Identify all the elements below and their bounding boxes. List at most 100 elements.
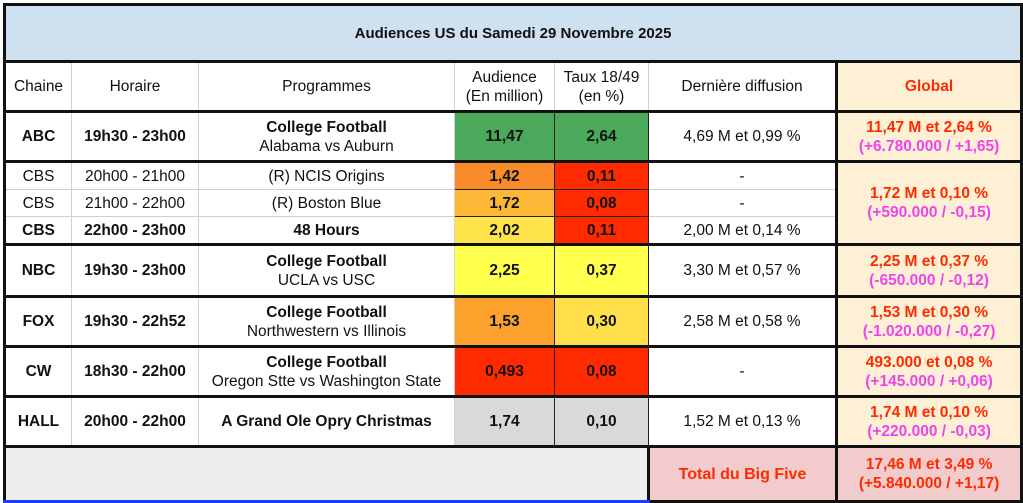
program-subtitle: UCLA vs USC [277, 271, 376, 289]
table-row: CBS 21h00 - 22h00 (R) Boston Blue 1,72 0… [3, 189, 1022, 217]
program-cell: College Football Northwestern vs Illinois [198, 296, 455, 348]
time-cell: 19h30 - 22h52 [71, 296, 199, 348]
global-cell: 2,25 M et 0,37 % (-650.000 / -0,12) [834, 244, 1023, 298]
audience-cell: 2,25 [454, 244, 555, 298]
header-taux: Taux 18/49 (en %) [554, 61, 649, 113]
audience-cell: 0,493 [454, 346, 555, 398]
program-title: College Football [266, 353, 387, 371]
table-row: CW 18h30 - 22h00 College Football Oregon … [3, 346, 1023, 398]
time-cell: 20h00 - 22h00 [71, 396, 199, 448]
program-cell: (R) Boston Blue [198, 189, 455, 217]
last-airing-cell: - [648, 346, 837, 398]
channel-cell: ABC [3, 111, 72, 163]
program-title: College Football [266, 252, 387, 270]
audience-cell: 1,53 [454, 296, 555, 348]
program-cell: A Grand Ole Opry Christmas [198, 396, 455, 448]
global-diff: (+145.000 / +0,06) [865, 372, 993, 390]
audience-cell: 1,42 [454, 161, 555, 190]
global-cell: 1,72 M et 0,10 % (+590.000 / -0,15) [834, 161, 1023, 246]
rating-cell: 0,30 [554, 296, 649, 348]
table-row: CBS 20h00 - 21h00 (R) NCIS Origins 1,42 … [3, 161, 1023, 246]
table-row: HALL 20h00 - 22h00 A Grand Ole Opry Chri… [3, 396, 1023, 448]
time-cell: 20h00 - 21h00 [71, 161, 199, 190]
program-title: 48 Hours [293, 221, 360, 239]
channel-cell: FOX [3, 296, 72, 348]
program-subtitle: Northwestern vs Illinois [246, 322, 407, 340]
header-horaire: Horaire [71, 61, 199, 113]
rating-cell: 0,10 [554, 396, 649, 448]
rating-cell: 2,64 [554, 111, 649, 163]
program-subtitle: Oregon Stte vs Washington State [211, 372, 442, 390]
audience-cell: 1,72 [454, 189, 555, 217]
program-title: College Football [266, 303, 387, 321]
global-cell: 1,53 M et 0,30 % (-1.020.000 / -0,27) [834, 296, 1023, 348]
time-cell: 19h30 - 23h00 [71, 111, 199, 163]
global-value: 493.000 et 0,08 % [865, 353, 993, 371]
total-value: 17,46 M et 3,49 % (+5.840.000 / +1,17) [834, 445, 1023, 503]
audience-cell: 2,02 [454, 216, 555, 246]
global-diff: (-650.000 / -0,12) [869, 271, 989, 289]
header-taux-l1: Taux 18/49 [563, 68, 640, 86]
rating-cell: 0,11 [554, 216, 649, 246]
program-cell: (R) NCIS Origins [198, 161, 455, 190]
global-diff: (-1.020.000 / -0,27) [862, 322, 996, 340]
channel-cell: HALL [3, 396, 72, 448]
global-diff: (+220.000 / -0,03) [867, 422, 991, 440]
rating-cell: 0,08 [554, 189, 649, 217]
last-airing-cell: - [648, 161, 837, 190]
global-value: 1,74 M et 0,10 % [870, 403, 989, 421]
channel-cell: CBS [3, 216, 72, 246]
last-airing-cell: 2,58 M et 0,58 % [648, 296, 837, 348]
time-cell: 22h00 - 23h00 [71, 216, 199, 246]
global-diff: (+6.780.000 / +1,65) [858, 137, 1000, 155]
last-airing-cell: 1,52 M et 0,13 % [648, 396, 837, 448]
channel-cell: CBS [3, 189, 72, 217]
header-derniere: Dernière diffusion [648, 61, 837, 113]
time-cell: 18h30 - 22h00 [71, 346, 199, 398]
header-audience-l2: (En million) [465, 87, 544, 105]
header-chaine: Chaine [3, 61, 72, 113]
global-value: 1,72 M et 0,10 % [870, 185, 989, 202]
header-audience-l1: Audience [472, 68, 537, 86]
program-title: (R) NCIS Origins [268, 167, 385, 185]
header-programmes: Programmes [198, 61, 455, 113]
total-row: Total du Big Five 17,46 M et 3,49 % (+5.8… [3, 445, 1023, 503]
total-value-l1: 17,46 M et 3,49 % [865, 456, 993, 473]
footer-blank [3, 446, 649, 503]
time-cell: 21h00 - 22h00 [71, 189, 199, 217]
global-value: 2,25 M et 0,37 % [870, 252, 989, 270]
header-global: Global [834, 61, 1023, 113]
program-cell: 48 Hours [198, 216, 455, 246]
global-diff: (+590.000 / -0,15) [867, 204, 991, 221]
rating-cell: 0,37 [554, 244, 649, 298]
global-cell: 1,74 M et 0,10 % (+220.000 / -0,03) [834, 396, 1023, 448]
program-cell: College Football UCLA vs USC [198, 244, 455, 298]
ratings-table: Audiences US du Samedi 29 Novembre 2025 … [2, 3, 1023, 503]
audience-cell: 11,47 [454, 111, 555, 163]
audience-cell: 1,74 [454, 396, 555, 448]
channel-cell: CBS [3, 161, 72, 190]
table-title: Audiences US du Samedi 29 Novembre 2025 [2, 3, 1023, 63]
program-cell: College Football Oregon Stte vs Washingto… [198, 346, 455, 398]
header-row: Chaine Horaire Programmes Audience (En mi… [3, 61, 1023, 113]
header-taux-l2: (en %) [578, 87, 625, 105]
global-value: 11,47 M et 2,64 % [866, 118, 992, 136]
table-row: FOX 19h30 - 22h52 College Football Northw… [3, 296, 1023, 348]
time-cell: 19h30 - 23h00 [71, 244, 199, 298]
global-cell: 11,47 M et 2,64 % (+6.780.000 / +1,65) [834, 111, 1023, 163]
table-row: CBS 22h00 - 23h00 48 Hours 2,02 0,11 2,0… [3, 216, 1022, 246]
channel-cell: NBC [3, 244, 72, 298]
program-title: (R) Boston Blue [271, 194, 382, 212]
last-airing-cell: - [648, 189, 837, 217]
channel-cell: CW [3, 346, 72, 398]
global-value: 1,53 M et 0,30 % [870, 303, 989, 321]
program-subtitle: Alabama vs Auburn [259, 137, 394, 155]
program-title: College Football [266, 118, 387, 136]
last-airing-cell: 2,00 M et 0,14 % [648, 216, 837, 246]
table-row: NBC 19h30 - 23h00 College Football UCLA v… [3, 244, 1023, 298]
global-cell: 493.000 et 0,08 % (+145.000 / +0,06) [834, 346, 1023, 398]
total-label: Total du Big Five [647, 445, 838, 503]
program-cell: College Football Alabama vs Auburn [198, 111, 455, 163]
last-airing-cell: 3,30 M et 0,57 % [648, 244, 837, 298]
rating-cell: 0,08 [554, 346, 649, 398]
